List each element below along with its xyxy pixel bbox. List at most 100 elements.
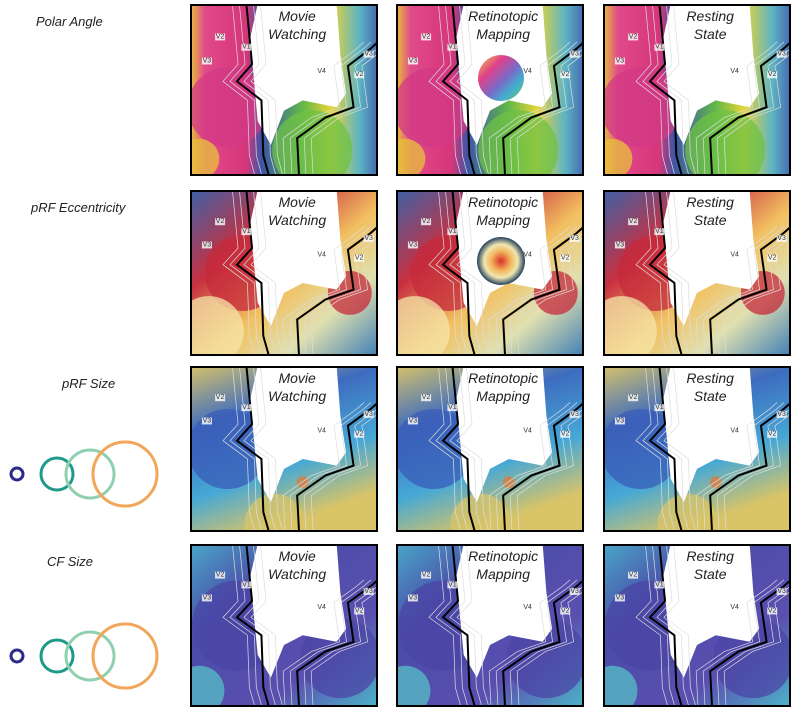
area-label: V2 bbox=[768, 607, 777, 614]
area-label: V3 bbox=[777, 51, 786, 58]
panel-title: Retinotopic bbox=[468, 548, 538, 564]
area-label: V2 bbox=[355, 255, 364, 262]
panels: Polar Angle V2 V1 V3 V4 V2 V3 Movie Watching V2 V1… bbox=[11, 4, 795, 709]
panel-title: Watching bbox=[268, 388, 326, 404]
area-label: V3 bbox=[777, 235, 786, 242]
area-label: V2 bbox=[629, 572, 638, 579]
area-label: V1 bbox=[242, 404, 251, 411]
map-panel: V2 V1 V3 V4 V2 V3 bbox=[587, 544, 795, 709]
area-label: V2 bbox=[768, 255, 777, 262]
area-label: V3 bbox=[616, 594, 625, 601]
area-label: V2 bbox=[422, 394, 431, 401]
size-key bbox=[93, 442, 157, 506]
panel-title: Movie bbox=[278, 548, 316, 564]
panel-title: Mapping bbox=[476, 26, 530, 42]
map-blob bbox=[179, 139, 219, 179]
map-blob bbox=[385, 139, 425, 179]
eccentricity-key bbox=[477, 237, 525, 285]
panel-title: Movie bbox=[278, 370, 316, 386]
row-label: pRF Eccentricity bbox=[30, 200, 127, 215]
panel-title: Watching bbox=[268, 26, 326, 42]
area-label: V4 bbox=[523, 427, 532, 434]
area-label: V1 bbox=[448, 404, 457, 411]
area-label: V2 bbox=[768, 431, 777, 438]
polar-angle-key bbox=[478, 55, 524, 101]
panel-title: Watching bbox=[268, 566, 326, 582]
panel-title: Mapping bbox=[476, 388, 530, 404]
panel-title: Retinotopic bbox=[468, 8, 538, 24]
area-label: V2 bbox=[561, 431, 570, 438]
area-label: V1 bbox=[242, 44, 251, 51]
area-label: V1 bbox=[242, 228, 251, 235]
area-label: V3 bbox=[364, 411, 373, 418]
area-label: V4 bbox=[523, 68, 532, 75]
area-label: V3 bbox=[409, 417, 418, 424]
size-key bbox=[93, 624, 157, 688]
map-blob bbox=[592, 139, 632, 179]
area-label: V3 bbox=[616, 57, 625, 64]
area-label: V3 bbox=[364, 588, 373, 595]
row-label: CF Size bbox=[47, 554, 93, 569]
area-label: V2 bbox=[629, 394, 638, 401]
panel-title: State bbox=[694, 388, 727, 404]
area-label: V2 bbox=[561, 71, 570, 78]
area-label: V4 bbox=[730, 604, 739, 611]
panel-title: Resting bbox=[686, 8, 734, 24]
area-label: V3 bbox=[364, 51, 373, 58]
area-label: V1 bbox=[448, 581, 457, 588]
area-label: V1 bbox=[655, 581, 664, 588]
area-label: V2 bbox=[216, 218, 225, 225]
area-label: V3 bbox=[570, 588, 579, 595]
area-label: V1 bbox=[448, 44, 457, 51]
area-label: V2 bbox=[216, 394, 225, 401]
area-label: V2 bbox=[422, 572, 431, 579]
area-label: V1 bbox=[655, 228, 664, 235]
area-label: V3 bbox=[616, 417, 625, 424]
area-label: V3 bbox=[203, 57, 212, 64]
panel-title: Movie bbox=[278, 8, 316, 24]
area-label: V3 bbox=[777, 588, 786, 595]
area-label: V1 bbox=[655, 44, 664, 51]
panel-title: Retinotopic bbox=[468, 370, 538, 386]
panel-title: Resting bbox=[686, 194, 734, 210]
panel-title: Movie bbox=[278, 194, 316, 210]
area-label: V3 bbox=[570, 51, 579, 58]
area-label: V3 bbox=[409, 57, 418, 64]
area-label: V4 bbox=[730, 251, 739, 258]
area-label: V2 bbox=[355, 71, 364, 78]
area-label: V4 bbox=[317, 251, 326, 258]
area-label: V2 bbox=[768, 71, 777, 78]
panel-title: Watching bbox=[268, 212, 326, 228]
area-label: V4 bbox=[317, 427, 326, 434]
panel-title: Resting bbox=[686, 548, 734, 564]
area-label: V2 bbox=[422, 33, 431, 40]
area-label: V2 bbox=[216, 572, 225, 579]
area-label: V3 bbox=[570, 411, 579, 418]
panel-title: Retinotopic bbox=[468, 194, 538, 210]
area-label: V2 bbox=[629, 33, 638, 40]
area-label: V2 bbox=[422, 218, 431, 225]
area-label: V2 bbox=[561, 607, 570, 614]
panel-title: Mapping bbox=[476, 212, 530, 228]
area-label: V3 bbox=[203, 417, 212, 424]
area-label: V4 bbox=[730, 68, 739, 75]
panel-title: Mapping bbox=[476, 566, 530, 582]
area-label: V2 bbox=[629, 218, 638, 225]
panel-title: State bbox=[694, 26, 727, 42]
row-label: pRF Size bbox=[61, 376, 115, 391]
area-label: V2 bbox=[355, 431, 364, 438]
area-label: V3 bbox=[203, 241, 212, 248]
area-label: V4 bbox=[523, 604, 532, 611]
area-label: V1 bbox=[242, 581, 251, 588]
area-label: V2 bbox=[216, 33, 225, 40]
panel-title: Resting bbox=[686, 370, 734, 386]
area-label: V3 bbox=[409, 241, 418, 248]
area-label: V1 bbox=[448, 228, 457, 235]
size-key bbox=[11, 650, 23, 662]
panel-title: State bbox=[694, 566, 727, 582]
figure: Polar Angle V2 V1 V3 V4 V2 V3 Movie Watching V2 V1… bbox=[0, 0, 795, 709]
area-label: V3 bbox=[570, 235, 579, 242]
row-label: Polar Angle bbox=[36, 14, 103, 29]
area-label: V1 bbox=[655, 404, 664, 411]
